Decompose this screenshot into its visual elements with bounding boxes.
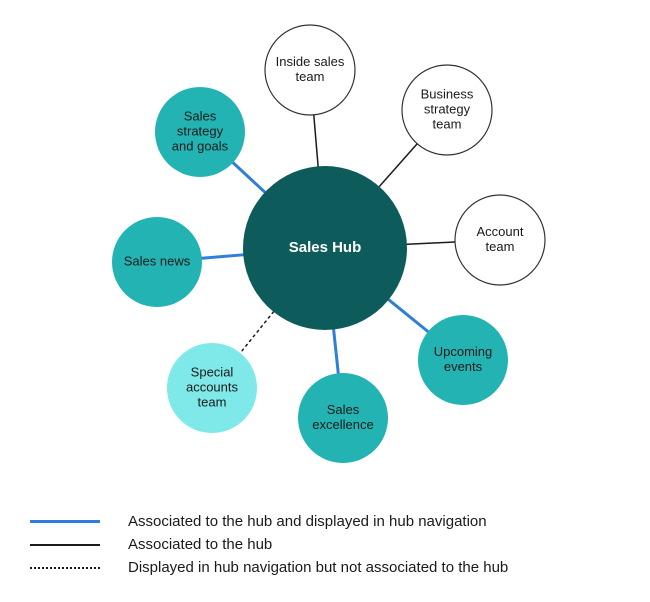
edge-business-strategy bbox=[379, 144, 417, 187]
legend-swatch-dotted bbox=[30, 567, 100, 569]
node-inside-sales: Inside salesteam bbox=[265, 25, 355, 115]
legend-row-solid-blue: Associated to the hub and displayed in h… bbox=[30, 513, 508, 530]
legend-swatch-solid-blue bbox=[30, 520, 100, 523]
edge-strategy-goals bbox=[233, 163, 265, 193]
node-business-strategy: Businessstrategyteam bbox=[402, 65, 492, 155]
node-circle-sales-news bbox=[112, 217, 202, 307]
node-upcoming-events: Upcomingevents bbox=[418, 315, 508, 405]
hub-node bbox=[243, 166, 407, 330]
node-special-accounts: Specialaccountsteam bbox=[167, 343, 257, 433]
edge-upcoming-events bbox=[389, 300, 428, 332]
legend-label-solid-black: Associated to the hub bbox=[128, 536, 272, 553]
node-circle-inside-sales bbox=[265, 25, 355, 115]
diagram-stage: Sales HubInside salesteamBusinessstrateg… bbox=[0, 0, 650, 602]
node-account-team: Accountteam bbox=[455, 195, 545, 285]
node-circle-business-strategy bbox=[402, 65, 492, 155]
node-sales-news: Sales news bbox=[112, 217, 202, 307]
node-strategy-goals: Salesstrategyand goals bbox=[155, 87, 245, 177]
node-circle-upcoming-events bbox=[418, 315, 508, 405]
edge-special-accounts bbox=[240, 312, 273, 353]
nodes-layer: Sales HubInside salesteamBusinessstrateg… bbox=[112, 25, 545, 463]
edge-sales-news bbox=[202, 255, 243, 258]
legend-label-solid-blue: Associated to the hub and displayed in h… bbox=[128, 513, 487, 530]
node-circle-special-accounts bbox=[167, 343, 257, 433]
legend: Associated to the hub and displayed in h… bbox=[30, 507, 508, 582]
node-circle-account-team bbox=[455, 195, 545, 285]
edge-account-team bbox=[407, 242, 455, 244]
edge-inside-sales bbox=[314, 115, 318, 166]
edge-sales-excellence bbox=[334, 330, 339, 374]
node-sales-excellence: Salesexcellence bbox=[298, 373, 388, 463]
legend-row-solid-black: Associated to the hub bbox=[30, 536, 508, 553]
legend-swatch-solid-black bbox=[30, 544, 100, 546]
legend-row-dotted: Displayed in hub navigation but not asso… bbox=[30, 559, 508, 576]
node-circle-sales-excellence bbox=[298, 373, 388, 463]
node-circle-strategy-goals bbox=[155, 87, 245, 177]
legend-label-dotted: Displayed in hub navigation but not asso… bbox=[128, 559, 508, 576]
